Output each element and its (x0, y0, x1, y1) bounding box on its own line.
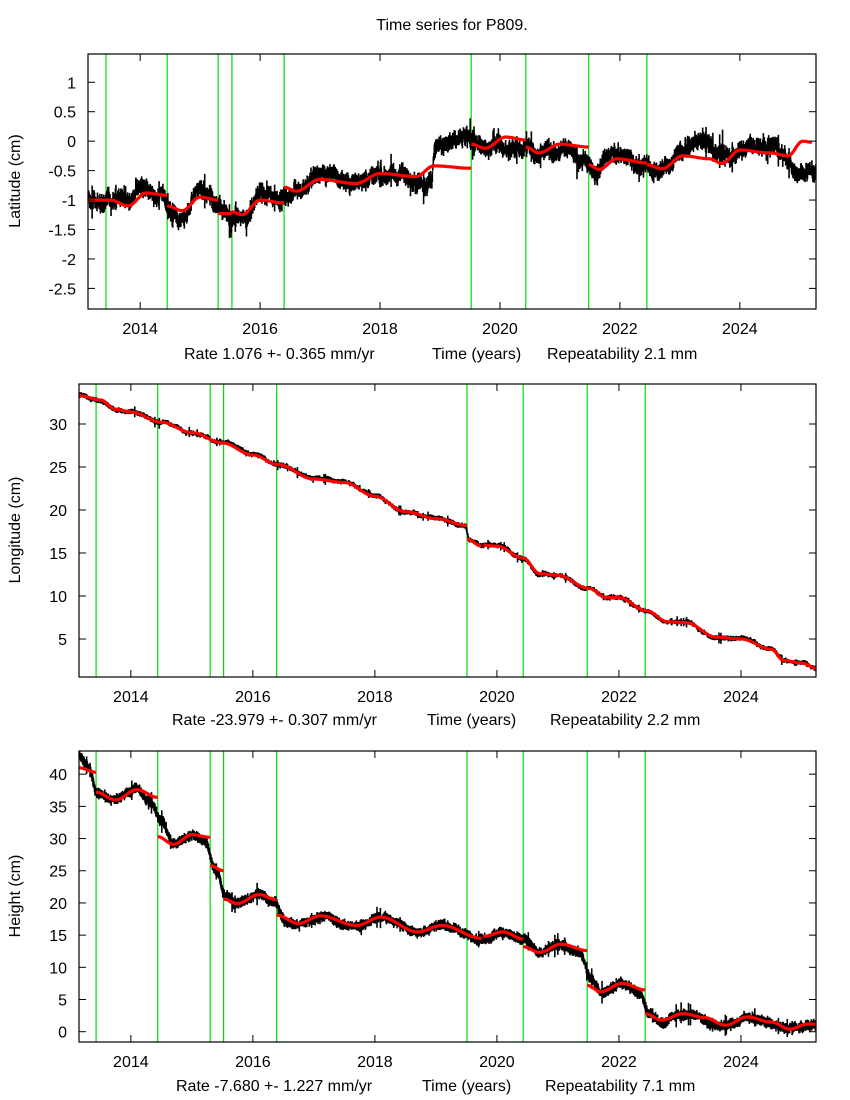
x-tick-label: 2018 (357, 689, 393, 706)
y-tick-label: 30 (49, 417, 67, 434)
plot-frame (78, 383, 817, 678)
x-tick-label: 2014 (113, 689, 149, 706)
x-tick-label: 2024 (723, 1054, 759, 1071)
x-tick-label: 2020 (482, 321, 518, 338)
model-segment (586, 981, 646, 994)
y-tick-label: 25 (49, 460, 67, 477)
plot-frame (78, 750, 817, 1043)
y-tick-label: 30 (49, 832, 67, 849)
y-tick-label: 35 (49, 799, 67, 816)
x-tick-label: 2016 (235, 1054, 271, 1071)
latitude-data-series (87, 118, 817, 239)
model-segment (78, 394, 468, 528)
y-tick-label: 40 (49, 767, 67, 784)
y-tick-label: -0.5 (48, 164, 76, 181)
y-tick-label: 5 (58, 632, 67, 649)
y-tick-label: 25 (49, 864, 67, 881)
y-tick-label: -1 (62, 193, 76, 210)
y-tick-label: 10 (49, 960, 67, 977)
x-tick-label: 2016 (235, 689, 271, 706)
y-tick-label: 1 (67, 75, 76, 92)
model-segment (166, 195, 219, 213)
longitude-repeatability-label: Repeatability 2.2 mm (550, 712, 700, 729)
model-segment (646, 139, 812, 171)
model-segment (483, 543, 817, 670)
x-tick-label: 2022 (602, 321, 638, 338)
height-repeatability-label: Repeatability 7.1 mm (545, 1078, 695, 1095)
longitude-panel: 2014 2016 2018 2020 2022 2024 5 10 15 20 25 30 Long… (7, 383, 817, 729)
latitude-repeatability-label: Repeatability 2.1 mm (547, 346, 697, 363)
model-segment (466, 537, 482, 548)
x-tick-label: 2016 (242, 321, 278, 338)
x-tick-label: 2022 (601, 1054, 637, 1071)
model-segment (283, 164, 472, 193)
chart-title: Time series for P809. (376, 17, 527, 34)
y-tick-label: 0 (58, 1025, 67, 1042)
y-tick-label: 0.5 (54, 105, 76, 122)
x-tick-label: 2014 (122, 321, 158, 338)
latitude-rate-label: Rate 1.076 +- 0.365 mm/yr (184, 346, 375, 363)
latitude-plot-area: 2014 2016 2018 2020 2022 2024 -2.5 -2 -1.5 -1 -0.5… (48, 53, 817, 338)
y-tick-label: -2 (62, 252, 76, 269)
y-tick-label: 0 (67, 134, 76, 151)
x-tick-label: 2020 (479, 689, 515, 706)
model-segment (471, 135, 526, 150)
latitude-ylabel: Latitude (cm) (7, 134, 24, 227)
model-segment (88, 191, 168, 208)
x-tick-label: 2018 (362, 321, 398, 338)
model-segment (95, 788, 158, 802)
height-rate-label: Rate -7.680 +- 1.227 mm/yr (176, 1078, 373, 1095)
y-tick-label: 20 (49, 503, 67, 520)
model-segment (78, 766, 97, 774)
model-segment (209, 864, 224, 873)
y-tick-label: 15 (49, 928, 67, 945)
longitude-xlabel: Time (years) (427, 712, 516, 729)
y-tick-label: 10 (49, 589, 67, 606)
height-xlabel: Time (years) (422, 1078, 511, 1095)
x-tick-label: 2022 (601, 689, 637, 706)
height-ylabel: Height (cm) (7, 855, 24, 938)
y-tick-label: 20 (49, 896, 67, 913)
latitude-panel: 2014 2016 2018 2020 2022 2024 -2.5 -2 -1.5 -1 -0.5… (7, 53, 817, 363)
model-segment (645, 1012, 816, 1031)
x-tick-label: 2024 (722, 321, 758, 338)
x-tick-label: 2018 (357, 1054, 393, 1071)
x-tick-label: 2024 (723, 689, 759, 706)
longitude-rate-label: Rate -23.979 +- 0.307 mm/yr (172, 712, 378, 729)
latitude-xlabel: Time (years) (432, 346, 521, 363)
longitude-plot-area: 2014 2016 2018 2020 2022 2024 5 10 15 20 25 30 (49, 383, 817, 706)
plot-frame (87, 53, 817, 310)
model-segment (525, 142, 589, 155)
x-tick-label: 2020 (479, 1054, 515, 1071)
y-tick-label: 5 (58, 993, 67, 1010)
y-tick-label: 15 (49, 546, 67, 563)
y-tick-label: -1.5 (48, 222, 76, 239)
model-segment (157, 833, 211, 846)
model-segment (588, 157, 647, 172)
height-data-series (78, 751, 817, 1037)
x-tick-label: 2014 (113, 1054, 149, 1071)
height-panel: 2014 2016 2018 2020 2022 2024 0 5 10 15 20 25 30 35 40… (7, 750, 817, 1095)
model-segment (523, 942, 588, 955)
longitude-ylabel: Longitude (cm) (7, 477, 24, 584)
model-segment (223, 892, 277, 906)
y-tick-label: -2.5 (48, 281, 76, 298)
model-segment (483, 930, 524, 941)
model-segment (231, 198, 285, 217)
height-plot-area: 2014 2016 2018 2020 2022 2024 0 5 10 15 20 25 30 35 40 (49, 750, 817, 1071)
model-segment (276, 913, 482, 940)
